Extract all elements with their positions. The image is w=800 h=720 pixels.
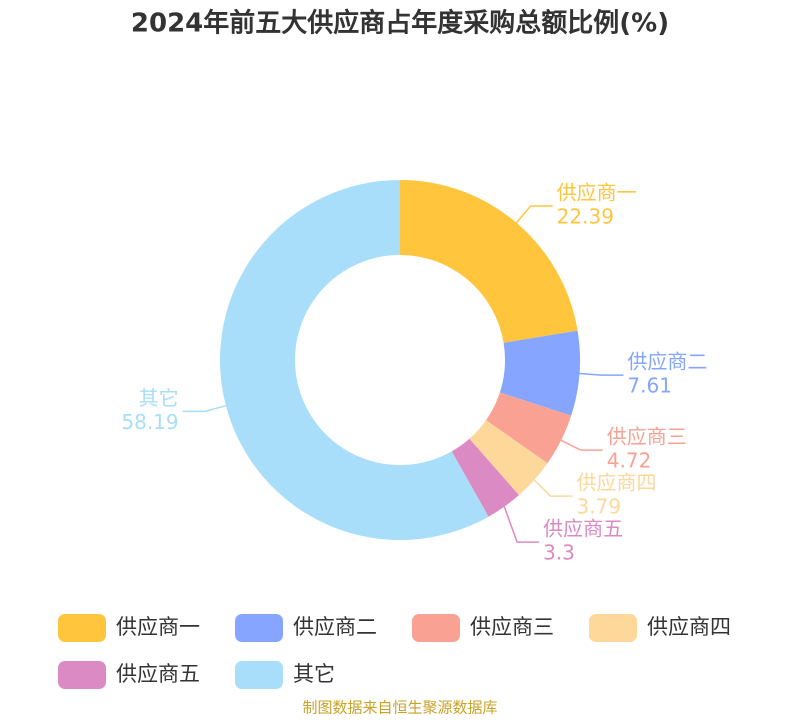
- leader-line: [503, 506, 540, 543]
- slice-label: 供应商四: [577, 471, 657, 495]
- slice: [451, 438, 519, 517]
- legend-label: 供应商五: [116, 662, 200, 686]
- slice-value: 3.79: [577, 495, 622, 519]
- chart-title: 2024年前五大供应商占年度采购总额比例(%): [131, 8, 669, 39]
- leader-line: [515, 205, 553, 224]
- slice-value: 4.72: [607, 449, 652, 473]
- legend-label: 供应商三: [470, 615, 554, 639]
- slice: [499, 330, 580, 416]
- leader-line: [182, 405, 227, 413]
- legend-swatch: [58, 661, 106, 689]
- slice: [486, 392, 572, 464]
- slice-value: 22.39: [557, 204, 614, 228]
- legend-label: 其它: [293, 662, 335, 686]
- slice: [400, 180, 578, 343]
- legend-swatch: [235, 661, 283, 689]
- slice-value: 7.61: [627, 374, 672, 398]
- slice: [469, 420, 548, 496]
- legend-label: 供应商一: [116, 615, 200, 639]
- slice-label: 供应商一: [557, 180, 637, 204]
- slice-label: 供应商三: [607, 425, 687, 449]
- leader-line: [560, 439, 603, 451]
- legend-label: 供应商二: [293, 615, 377, 639]
- source-note: 制图数据来自恒生聚源数据库: [302, 699, 497, 717]
- legend-swatch: [589, 614, 637, 642]
- slice-label: 供应商二: [627, 350, 707, 374]
- slice-label: 其它: [139, 386, 179, 410]
- slice: [220, 180, 489, 540]
- legend-swatch: [412, 614, 460, 642]
- legend-label: 供应商四: [647, 615, 731, 639]
- slice-label: 供应商五: [543, 517, 623, 541]
- legend-swatch: [235, 614, 283, 642]
- legend-swatch: [58, 614, 106, 642]
- slice-value: 3.3: [543, 541, 575, 565]
- leader-line: [533, 479, 573, 497]
- slice-value: 58.19: [121, 410, 178, 434]
- leader-line: [579, 372, 624, 376]
